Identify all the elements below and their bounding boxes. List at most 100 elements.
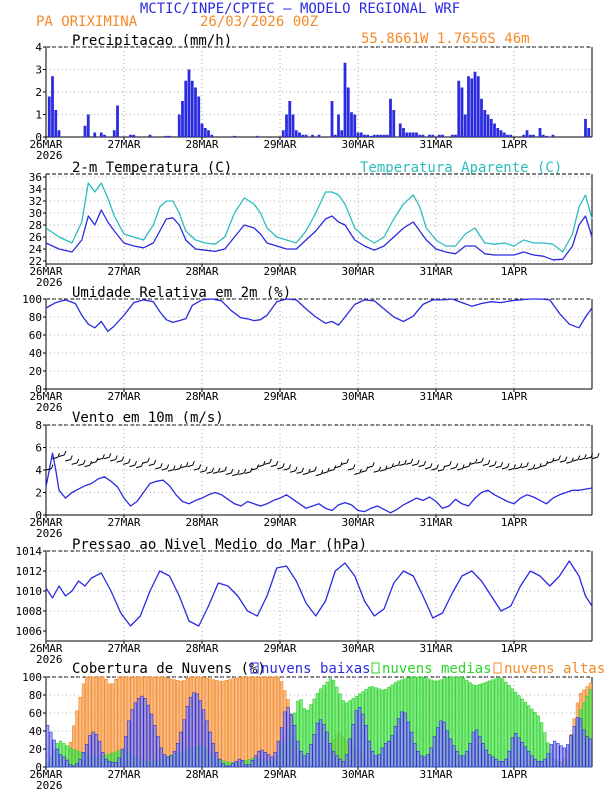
precip-bar xyxy=(350,112,353,137)
cloud-bar-nuvens-baixas xyxy=(442,721,446,768)
main-title: MCTIC/INPE/CPTEC – MODELO REGIONAL WRF xyxy=(140,1,460,17)
cloud-bar-nuvens-baixas xyxy=(328,743,332,768)
wind-barb-flag xyxy=(519,463,523,468)
wind-barb-flag xyxy=(584,454,587,459)
legend-high-clouds-swatch xyxy=(493,662,502,674)
wind-barb xyxy=(322,471,328,474)
clouds-ytick-label: 40 xyxy=(29,725,42,738)
wind-barb xyxy=(399,463,405,466)
cloud-bar-nuvens-baixas xyxy=(517,737,521,768)
cloud-bar-nuvens-baixas xyxy=(351,723,355,768)
cloud-bar-nuvens-baixas xyxy=(507,750,511,768)
cloud-bar-nuvens-baixas xyxy=(153,725,157,768)
wind-barb-flag xyxy=(250,467,253,473)
cloud-bar-nuvens-baixas xyxy=(588,738,592,768)
precip-ytick-label: 2 xyxy=(35,86,42,99)
precip-bar xyxy=(398,123,402,137)
cloud-bar-nuvens-altas xyxy=(267,676,271,768)
precip-bar xyxy=(502,132,506,137)
cloud-bar-nuvens-baixas xyxy=(289,713,293,768)
precip-bar xyxy=(541,134,545,137)
wind-barb xyxy=(148,463,155,466)
precip-bar xyxy=(385,134,389,137)
wind-barb xyxy=(270,464,277,468)
wind-barb-flag xyxy=(372,462,375,467)
cloud-bar-nuvens-altas xyxy=(104,678,108,768)
rh-line xyxy=(45,298,593,333)
precip-bar xyxy=(528,134,532,137)
precip-bar xyxy=(356,132,360,137)
wind-barb-flag xyxy=(295,466,298,471)
precip-bar xyxy=(405,132,409,137)
rh-xtick-label: 27MAR xyxy=(107,390,140,403)
wind-barb-flag xyxy=(121,456,125,461)
precip-bar xyxy=(551,134,555,137)
cloud-bar-nuvens-baixas xyxy=(543,758,547,768)
wind-year-label: 2026 xyxy=(36,527,63,540)
precip-bar xyxy=(148,134,152,137)
wind-barb-flag xyxy=(63,450,67,456)
wind-barb-flag xyxy=(385,465,388,470)
wind-barb xyxy=(392,464,399,468)
cloud-bar-nuvens-medias xyxy=(533,712,537,768)
precip-bar xyxy=(311,134,314,137)
wind-barb-flag xyxy=(320,469,324,475)
wind-barb xyxy=(437,469,444,472)
cloud-bar-nuvens-baixas xyxy=(501,761,505,768)
wind-barb xyxy=(508,468,515,471)
cloud-bar-nuvens-altas xyxy=(270,676,274,768)
precip-bar xyxy=(480,98,483,137)
precip-bar xyxy=(116,105,119,137)
cloud-bar-nuvens-baixas xyxy=(72,765,76,768)
rh-xtick-label: 29MAR xyxy=(263,390,296,403)
cloud-bar-nuvens-baixas xyxy=(81,752,85,768)
temp-ytick-label: 22 xyxy=(29,255,42,268)
wind-barb-flag xyxy=(83,459,86,465)
rh-ytick-label: 40 xyxy=(29,347,42,360)
precip-bar xyxy=(346,87,350,137)
precip-bar xyxy=(470,78,474,137)
temp-year-label: 2026 xyxy=(36,276,63,289)
cloud-bar-nuvens-baixas xyxy=(335,755,339,768)
cloud-bar-nuvens-baixas xyxy=(192,692,196,768)
precip-xtick-label: 31MAR xyxy=(419,138,452,151)
cloud-bar-nuvens-baixas xyxy=(185,705,189,768)
wind-barb-flag xyxy=(468,462,471,467)
wind-barb-flag xyxy=(76,458,80,464)
wind-barb xyxy=(354,472,360,475)
rh-xtick-label: 31MAR xyxy=(419,390,452,403)
cloud-bar-nuvens-baixas xyxy=(419,755,423,768)
precip-bar xyxy=(415,132,418,137)
wind-barb xyxy=(501,466,508,470)
clouds-title: Cobertura de Nuvens (%) xyxy=(72,661,266,677)
cloud-bar-nuvens-medias xyxy=(497,677,501,768)
cloud-bar-nuvens-baixas xyxy=(471,731,475,768)
wind-barb xyxy=(585,456,592,460)
precip-bar xyxy=(545,135,548,137)
wind-barb xyxy=(200,470,206,473)
precip-bar xyxy=(291,114,295,137)
cloud-bar-nuvens-baixas xyxy=(527,750,531,768)
cloud-bar-nuvens-medias xyxy=(419,676,423,768)
wind-barb xyxy=(373,470,380,473)
wind-barb-flag xyxy=(455,463,459,468)
cloud-bar-nuvens-baixas xyxy=(101,752,105,768)
temp-xtick-label: 30MAR xyxy=(341,265,374,278)
precip-bar xyxy=(454,134,457,137)
cloud-bar-nuvens-altas xyxy=(163,677,167,768)
cloud-bar-nuvens-baixas xyxy=(68,764,72,768)
cloud-bar-nuvens-medias xyxy=(374,687,378,768)
cloud-bar-nuvens-baixas xyxy=(367,740,371,768)
temp-ytick-label: 32 xyxy=(29,195,42,208)
cloud-bar-nuvens-baixas xyxy=(286,707,290,768)
rh-ytick-label: 60 xyxy=(29,329,42,342)
clouds-xtick-label: 29MAR xyxy=(263,768,296,781)
clouds-xtick-label: 28MAR xyxy=(185,768,218,781)
cloud-bar-nuvens-baixas xyxy=(195,693,199,768)
cloud-bar-nuvens-baixas xyxy=(458,755,462,768)
cloud-bar-nuvens-baixas xyxy=(296,740,300,768)
cloud-bar-nuvens-baixas xyxy=(276,740,280,768)
wind-barb-flag xyxy=(185,462,189,467)
cloud-bar-nuvens-baixas xyxy=(254,755,258,768)
